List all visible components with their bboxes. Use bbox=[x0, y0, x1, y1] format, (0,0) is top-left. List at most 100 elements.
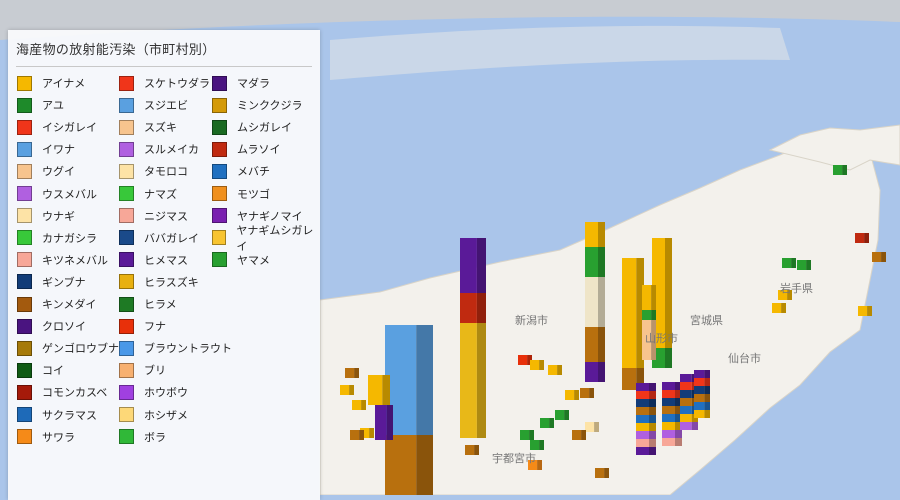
map-column-segment[interactable] bbox=[585, 422, 595, 432]
legend-item[interactable]: サクラマス bbox=[17, 406, 97, 424]
legend-item[interactable]: ギンブナ bbox=[17, 273, 86, 291]
map-column-segment[interactable] bbox=[636, 423, 649, 431]
map-column-segment[interactable] bbox=[518, 355, 528, 365]
legend-item[interactable]: アユ bbox=[17, 96, 64, 114]
map-column-segment[interactable] bbox=[585, 222, 598, 247]
legend-item[interactable]: スケトウダラ bbox=[119, 74, 210, 92]
legend-item[interactable]: ヒラメ bbox=[119, 295, 177, 313]
map-column-segment[interactable] bbox=[662, 430, 675, 438]
map-column-segment[interactable] bbox=[662, 390, 675, 398]
legend-item[interactable]: ヤマメ bbox=[212, 251, 270, 269]
map-column-segment[interactable] bbox=[855, 233, 865, 243]
map-column-segment[interactable] bbox=[694, 370, 705, 378]
map-column-segment[interactable] bbox=[585, 277, 598, 327]
map-column-segment[interactable] bbox=[585, 327, 598, 362]
legend-item[interactable]: ナマズ bbox=[119, 185, 177, 203]
map-column-segment[interactable] bbox=[642, 310, 652, 320]
map-column-segment[interactable] bbox=[460, 238, 477, 293]
map-column-segment[interactable] bbox=[872, 252, 882, 262]
map-column-segment[interactable] bbox=[680, 422, 692, 430]
legend-item[interactable]: タモロコ bbox=[119, 162, 188, 180]
legend-item[interactable]: ニジマス bbox=[119, 207, 188, 225]
map-column-segment[interactable] bbox=[662, 414, 675, 422]
legend-item[interactable]: ボラ bbox=[119, 428, 166, 446]
map-column-segment[interactable] bbox=[585, 247, 598, 277]
map-column-segment[interactable] bbox=[694, 410, 705, 418]
legend-item[interactable]: ウスメバル bbox=[17, 185, 97, 203]
map-column-segment[interactable] bbox=[778, 290, 788, 300]
map-column-segment[interactable] bbox=[595, 468, 605, 478]
map-column-segment[interactable] bbox=[360, 428, 370, 438]
map-column-segment[interactable] bbox=[662, 438, 675, 446]
map-column-segment[interactable] bbox=[460, 293, 477, 323]
map-column-segment[interactable] bbox=[636, 391, 649, 399]
map-column-segment[interactable] bbox=[585, 362, 598, 382]
legend-item[interactable]: フナ bbox=[119, 317, 166, 335]
legend-item[interactable]: メバチ bbox=[212, 162, 270, 180]
legend-item[interactable]: ムシガレイ bbox=[212, 118, 292, 136]
map-column-segment[interactable] bbox=[580, 388, 590, 398]
map-column-segment[interactable] bbox=[565, 390, 575, 400]
legend-item[interactable]: ホシザメ bbox=[119, 406, 188, 424]
legend-item[interactable]: クロソイ bbox=[17, 317, 86, 335]
map-column-segment[interactable] bbox=[680, 390, 692, 398]
map-column-segment[interactable] bbox=[680, 398, 692, 406]
map-column-segment[interactable] bbox=[350, 430, 360, 440]
map-column-segment[interactable] bbox=[694, 402, 705, 410]
map-column-segment[interactable] bbox=[528, 460, 538, 470]
legend-item[interactable]: スルメイカ bbox=[119, 140, 199, 158]
map-column-segment[interactable] bbox=[385, 435, 417, 495]
map-column-segment[interactable] bbox=[340, 385, 350, 395]
legend-item[interactable]: コイ bbox=[17, 361, 64, 379]
map-column-segment[interactable] bbox=[636, 383, 649, 391]
map-column-segment[interactable] bbox=[662, 406, 675, 414]
legend-item[interactable]: サワラ bbox=[17, 428, 75, 446]
map-column-segment[interactable] bbox=[833, 165, 843, 175]
map-column-segment[interactable] bbox=[636, 415, 649, 423]
map-column-segment[interactable] bbox=[680, 374, 692, 382]
map-column-segment[interactable] bbox=[642, 285, 652, 310]
map-column-segment[interactable] bbox=[622, 258, 637, 368]
map-column-segment[interactable] bbox=[352, 400, 362, 410]
legend-item[interactable]: コモンカスベ bbox=[17, 383, 107, 401]
map-column-segment[interactable] bbox=[662, 422, 675, 430]
map-column-segment[interactable] bbox=[680, 406, 692, 414]
map-column-segment[interactable] bbox=[465, 445, 475, 455]
legend-item[interactable]: モツゴ bbox=[212, 185, 270, 203]
legend-item[interactable]: ゲンゴロウブナ bbox=[17, 339, 119, 357]
legend-item[interactable]: ムラソイ bbox=[212, 140, 280, 158]
map-column-segment[interactable] bbox=[636, 439, 649, 447]
map-column-segment[interactable] bbox=[530, 360, 540, 370]
map-column-segment[interactable] bbox=[662, 382, 675, 390]
map-column-segment[interactable] bbox=[368, 375, 383, 405]
map-column-segment[interactable] bbox=[694, 394, 705, 402]
map-column-segment[interactable] bbox=[555, 410, 565, 420]
map-column-segment[interactable] bbox=[375, 405, 387, 440]
legend-item[interactable]: カナガシラ bbox=[17, 229, 97, 247]
map-column-segment[interactable] bbox=[520, 430, 530, 440]
legend-item[interactable]: ホウボウ bbox=[119, 383, 188, 401]
map-column-segment[interactable] bbox=[345, 368, 355, 378]
legend-item[interactable]: イシガレイ bbox=[17, 118, 97, 136]
map-column-segment[interactable] bbox=[772, 303, 782, 313]
legend-item[interactable]: アイナメ bbox=[17, 74, 85, 92]
map-column-segment[interactable] bbox=[548, 365, 558, 375]
map-column-segment[interactable] bbox=[572, 430, 582, 440]
map-column-segment[interactable] bbox=[622, 368, 637, 390]
map-column-segment[interactable] bbox=[797, 260, 807, 270]
legend-item[interactable]: ミンククジラ bbox=[212, 96, 303, 114]
map-column-segment[interactable] bbox=[636, 447, 649, 455]
map-column-segment[interactable] bbox=[680, 414, 692, 422]
legend-item[interactable]: キンメダイ bbox=[17, 295, 96, 313]
legend-item[interactable]: ウナギ bbox=[17, 207, 75, 225]
legend-item[interactable]: キツネメバル bbox=[17, 251, 108, 269]
legend-item[interactable]: スズキ bbox=[119, 118, 177, 136]
map-column-segment[interactable] bbox=[642, 320, 652, 360]
legend-item[interactable]: マダラ bbox=[212, 74, 270, 92]
map-column-segment[interactable] bbox=[636, 431, 649, 439]
map-column-segment[interactable] bbox=[782, 258, 792, 268]
map-column-segment[interactable] bbox=[694, 386, 705, 394]
map-column-segment[interactable] bbox=[858, 306, 868, 316]
legend-item[interactable]: ウグイ bbox=[17, 162, 75, 180]
map-column-segment[interactable] bbox=[636, 399, 649, 407]
